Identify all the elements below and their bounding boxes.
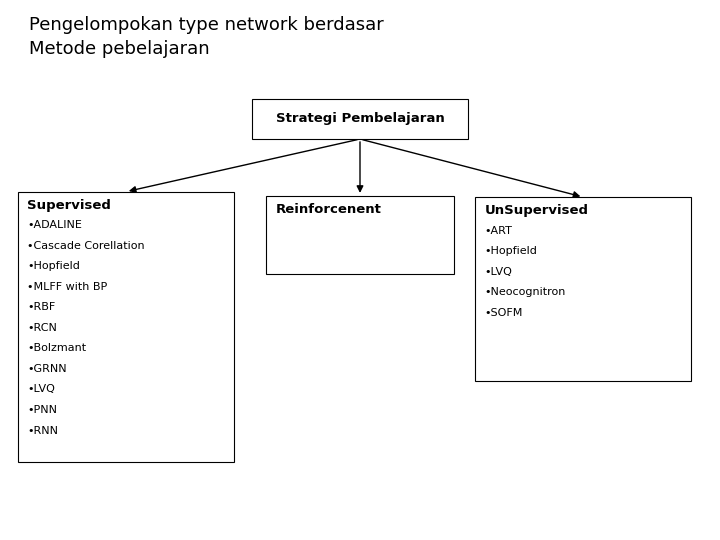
Text: •Hopfield: •Hopfield xyxy=(485,246,537,256)
Text: •Bolzmant: •Bolzmant xyxy=(27,343,86,354)
Text: •RCN: •RCN xyxy=(27,323,57,333)
Text: •LVQ: •LVQ xyxy=(27,384,55,395)
Text: •RNN: •RNN xyxy=(27,426,58,436)
FancyBboxPatch shape xyxy=(475,197,691,381)
Text: Strategi Pembelajaran: Strategi Pembelajaran xyxy=(276,112,444,125)
Text: •Hopfield: •Hopfield xyxy=(27,261,80,272)
Text: •Cascade Corellation: •Cascade Corellation xyxy=(27,241,145,251)
Text: Supervised: Supervised xyxy=(27,199,111,212)
Text: •ADALINE: •ADALINE xyxy=(27,220,82,231)
Text: Reinforcenent: Reinforcenent xyxy=(276,203,382,216)
Text: •Neocognitron: •Neocognitron xyxy=(485,287,566,298)
FancyBboxPatch shape xyxy=(266,195,454,274)
Text: •LVQ: •LVQ xyxy=(485,267,513,277)
Text: •MLFF with BP: •MLFF with BP xyxy=(27,282,107,292)
FancyBboxPatch shape xyxy=(18,192,234,462)
Text: •ART: •ART xyxy=(485,226,513,236)
Text: •PNN: •PNN xyxy=(27,405,58,415)
FancyBboxPatch shape xyxy=(252,98,468,139)
Text: UnSupervised: UnSupervised xyxy=(485,204,588,217)
Text: Pengelompokan type network berdasar
Metode pebelajaran: Pengelompokan type network berdasar Meto… xyxy=(29,16,384,58)
Text: •GRNN: •GRNN xyxy=(27,364,67,374)
Text: •SOFM: •SOFM xyxy=(485,308,523,318)
Text: •RBF: •RBF xyxy=(27,302,55,313)
